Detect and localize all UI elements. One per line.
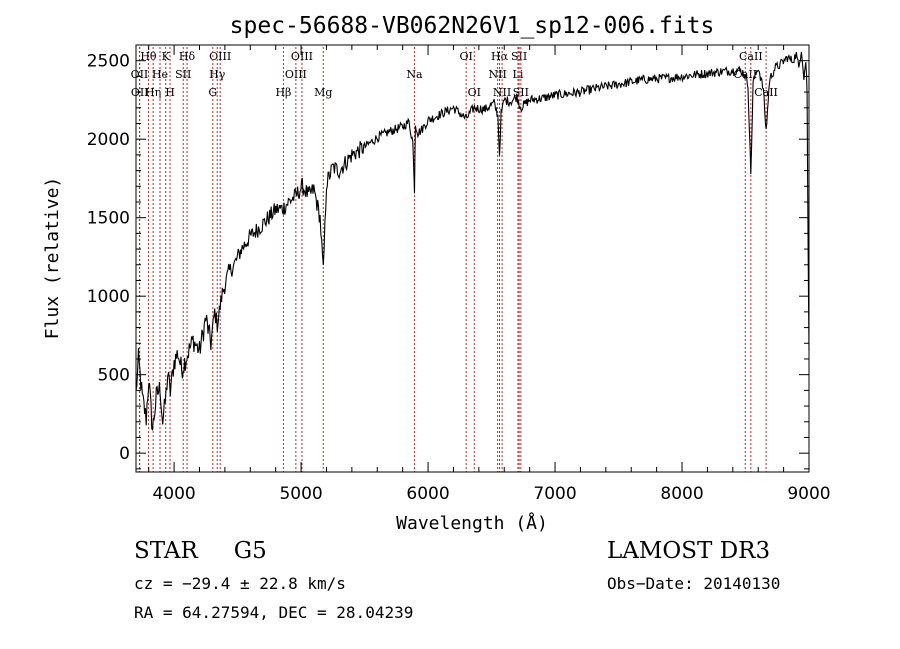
marker-label: Hδ bbox=[179, 50, 196, 63]
marker-label: NII bbox=[488, 68, 506, 81]
marker-label: Hγ bbox=[209, 68, 226, 81]
y-tick-label: 1500 bbox=[87, 209, 130, 229]
marker-label: NII bbox=[493, 86, 511, 99]
chart-title: spec-56688-VB062N26V1_sp12-006.fits bbox=[230, 13, 715, 39]
class-label: STAR bbox=[134, 538, 198, 564]
marker-label: H bbox=[165, 86, 175, 99]
coords-label: RA = 64.27594, DEC = 28.04239 bbox=[134, 603, 414, 622]
marker-label: OII bbox=[131, 68, 149, 81]
x-axis-label: Wavelength (Å) bbox=[396, 512, 548, 534]
marker-label: OIII bbox=[291, 50, 313, 63]
marker-label: G bbox=[208, 86, 217, 99]
y-tick-label: 2000 bbox=[87, 130, 130, 150]
x-tick-label: 4000 bbox=[152, 484, 195, 504]
marker-label: Na bbox=[406, 68, 423, 81]
plot-frame bbox=[135, 44, 810, 473]
y-axis-label: Flux (relative) bbox=[42, 177, 63, 340]
marker-label: K bbox=[162, 50, 171, 63]
marker-label: CaII bbox=[739, 50, 763, 63]
subclass-label: G5 bbox=[233, 538, 267, 564]
object-class: STAR G5 bbox=[134, 538, 267, 564]
marker-label: Hα bbox=[491, 50, 509, 63]
y-tick-label: 2500 bbox=[87, 52, 130, 72]
x-tick-label: 5000 bbox=[279, 484, 322, 504]
marker-label: OI bbox=[459, 50, 472, 63]
velocity-label: cz = −29.4 ± 22.8 km/s bbox=[134, 574, 346, 593]
survey-label: LAMOST DR3 bbox=[607, 538, 771, 564]
marker-label: Mg bbox=[314, 86, 332, 99]
marker-label: Hβ bbox=[275, 86, 291, 99]
obs-date-label: Obs−Date: 20140130 bbox=[607, 574, 781, 593]
marker-label: He bbox=[152, 68, 168, 81]
x-tick-label: 7000 bbox=[533, 484, 576, 504]
marker-label: OIII bbox=[285, 68, 307, 81]
marker-label: OIII bbox=[209, 50, 231, 63]
marker-label: OI bbox=[468, 86, 481, 99]
series-group bbox=[135, 51, 810, 431]
y-tick-label: 1000 bbox=[87, 287, 130, 307]
marker-label: SII bbox=[175, 68, 191, 81]
x-tick-label: 6000 bbox=[406, 484, 449, 504]
marker-label: Hη bbox=[145, 86, 161, 99]
spectrum-line bbox=[135, 51, 810, 431]
x-tick-label: 8000 bbox=[660, 484, 703, 504]
y-axis: 0 500 1000 1500 2000 2500 bbox=[87, 44, 809, 470]
x-tick-label: 9000 bbox=[787, 484, 830, 504]
x-axis: 4000 5000 6000 7000 8000 9000 bbox=[148, 45, 831, 504]
marker-label: CaII bbox=[754, 86, 778, 99]
marker-label: Li bbox=[513, 68, 524, 81]
marker-label: SII bbox=[511, 50, 527, 63]
y-tick-label: 0 bbox=[119, 444, 130, 464]
y-tick-label: 500 bbox=[98, 366, 130, 386]
